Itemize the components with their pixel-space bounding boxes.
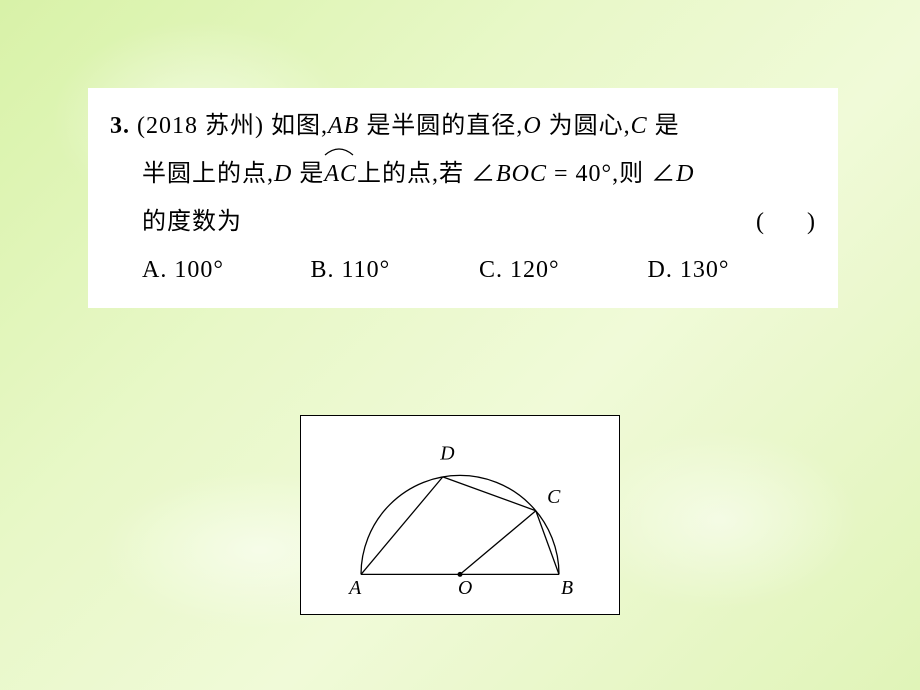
var-boc: BOC [496,161,547,187]
text: = 40°,则 ∠ [547,161,676,187]
svg-text:C: C [547,486,561,508]
text: 如图, [271,113,328,139]
text: 是 [292,161,324,187]
svg-text:O: O [458,577,472,599]
paren-close: ) [807,209,816,235]
question-line-1: 3. (2018 苏州) 如图,AB 是半圆的直径,O 为圆心,C 是 [110,102,816,150]
text: 半圆上的点, [142,161,274,187]
option-a: A. 100° [142,246,311,294]
question-options: A. 100° B. 110° C. 120° D. 130° [110,246,816,294]
answer-brackets: ( ) [756,198,816,246]
var-o: O [523,113,541,139]
question-number: 3. [110,113,130,139]
option-b: B. 110° [311,246,480,294]
var-ab: AB [328,113,359,139]
option-d: D. 130° [648,246,817,294]
arc-label: AC [324,161,357,187]
text: 是半圆的直径, [359,113,523,139]
text: 上的点,若 ∠ [357,161,496,187]
svg-text:A: A [347,577,362,599]
var-d: D [274,161,292,187]
var-c: C [631,113,648,139]
option-c: C. 120° [479,246,648,294]
text: 的度数为 [142,198,242,246]
text: 为圆心, [542,113,631,139]
question-block: 3. (2018 苏州) 如图,AB 是半圆的直径,O 为圆心,C 是 半圆上的… [88,88,838,308]
text: 是 [648,113,680,139]
question-line-2: 半圆上的点,D 是AC上的点,若 ∠BOC = 40°,则 ∠D [110,150,816,198]
var-d2: D [676,161,694,187]
geometry-figure: A B O C D [301,416,619,614]
question-line-3: 的度数为 ( ) [110,198,816,246]
arc-ac: AC [324,150,357,198]
figure-block: A B O C D [300,415,620,615]
paren-open: ( [756,209,765,235]
question-source: (2018 苏州) [137,113,264,139]
svg-text:B: B [561,577,573,599]
svg-text:D: D [439,443,454,465]
arc-hat-icon [324,146,354,156]
